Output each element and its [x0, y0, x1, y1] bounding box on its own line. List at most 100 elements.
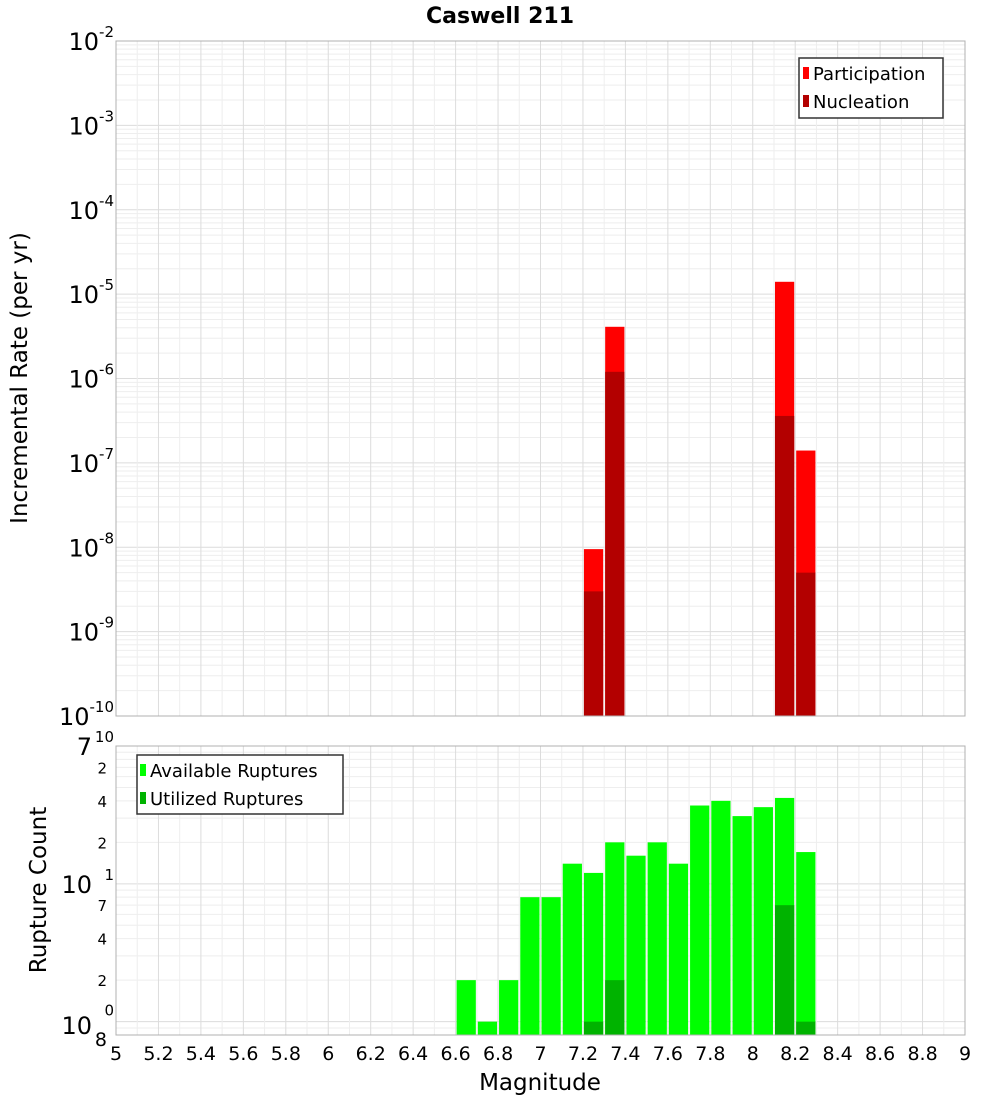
bottom-y-tick-labels: 100824710124710274 [61, 728, 114, 1051]
bottom-y-tick-base: 7 [77, 733, 92, 761]
utilized-ruptures-bar [796, 1021, 816, 1035]
top-y-axis-label: Incremental Rate (per yr) [7, 232, 33, 524]
available-ruptures-bar [520, 897, 540, 1035]
top-y-tick-label: 10-2 [68, 23, 114, 56]
top-y-tick-exponent: -8 [99, 529, 114, 547]
top-y-tick-label: 10-7 [68, 445, 114, 478]
top-y-tick-label: 10-5 [68, 276, 114, 309]
top-y-tick-exponent: -4 [99, 192, 114, 210]
available-ruptures-bar [499, 980, 519, 1035]
x-tick-label: 8.2 [780, 1043, 810, 1065]
available-ruptures-bar [477, 1021, 498, 1035]
top-y-tick-label: 10-4 [68, 192, 114, 225]
nucleation-bar [796, 572, 816, 716]
available-ruptures-bar [668, 863, 689, 1035]
x-tick-labels: 5 5.2 5.4 5.6 5.8 6 6.2 6.4 6.6 6.8 7 7.2 7.4 7.6 7.8 8… [110, 1043, 971, 1065]
available-ruptures-bar [690, 805, 710, 1035]
bottom-y-tick-label: 4 [97, 931, 107, 949]
x-tick-label: 7 [534, 1043, 546, 1065]
x-tick-label: 9 [959, 1043, 971, 1065]
top-y-tick-label: 10-3 [68, 107, 114, 140]
x-tick-label: 6.2 [356, 1043, 386, 1065]
legend-swatch-utilized-ruptures [140, 792, 146, 804]
x-tick-label: 5.8 [271, 1043, 301, 1065]
legend-label-participation: Participation [813, 64, 925, 85]
available-ruptures-bar [753, 807, 773, 1035]
nucleation-bar [605, 371, 625, 716]
bottom-y-tick-label: 2 [97, 972, 107, 990]
top-y-tick-base: 10 [68, 534, 99, 562]
available-ruptures-bar [541, 897, 561, 1035]
x-tick-label: 6 [322, 1043, 334, 1065]
nucleation-bar [774, 415, 795, 716]
top-y-tick-base: 10 [59, 703, 90, 731]
bottom-plot: 100824710124710274 55.25.45.65.866.26.46… [26, 728, 971, 1096]
bottom-y-tick-label: 2 [97, 834, 107, 852]
legend-swatch-nucleation [803, 95, 809, 107]
utilized-ruptures-bar [605, 980, 625, 1035]
x-tick-label: 7.4 [610, 1043, 640, 1065]
bottom-y-tick-base: 10 [61, 1012, 92, 1040]
top-y-tick-exponent: -10 [90, 698, 115, 716]
top-plot-frame [115, 40, 966, 717]
top-y-tick-base: 10 [68, 619, 99, 647]
top-legend: Participation Nucleation [798, 57, 944, 119]
bottom-y-tick-exponent: 0 [104, 1002, 114, 1020]
top-y-tick-exponent: -6 [99, 361, 114, 379]
x-tick-label: 5.6 [228, 1043, 258, 1065]
top-y-tick-label: 10-10 [59, 698, 114, 731]
bottom-legend: Available Ruptures Utilized Ruptures [136, 754, 344, 815]
legend-swatch-participation [803, 67, 809, 79]
available-ruptures-bar [626, 855, 646, 1035]
top-y-tick-base: 10 [68, 450, 99, 478]
top-y-tick-base: 10 [68, 366, 99, 394]
legend-label-available-ruptures: Available Ruptures [150, 761, 318, 782]
x-tick-label: 5 [110, 1043, 122, 1065]
bottom-y-tick-label: 4 [97, 793, 107, 811]
bottom-plot-frame [115, 745, 966, 1036]
legend-label-utilized-ruptures: Utilized Ruptures [150, 789, 303, 810]
bottom-y-tick-exponent: 10 [95, 728, 114, 746]
bottom-y-tick-label: 2 [97, 759, 107, 777]
available-ruptures-bar [562, 863, 582, 1035]
available-ruptures-bar [732, 816, 752, 1035]
x-tick-label: 5.4 [186, 1043, 216, 1065]
top-y-tick-base: 10 [68, 281, 99, 309]
x-tick-label: 6.8 [483, 1043, 513, 1065]
bottom-y-axis-label: Rupture Count [26, 807, 52, 973]
x-tick-label: 7.6 [653, 1043, 683, 1065]
bottom-y-tick-label: 8 [95, 1029, 107, 1051]
top-y-tick-exponent: -9 [99, 614, 114, 632]
x-axis-label: Magnitude [479, 1070, 601, 1096]
top-y-tick-base: 10 [68, 197, 99, 225]
top-plot-grid [115, 41, 966, 717]
chart-title: Caswell 211 [426, 4, 574, 29]
available-ruptures-bar [583, 872, 604, 1035]
utilized-ruptures-bar [583, 1021, 604, 1035]
bottom-plot-bars [456, 797, 816, 1035]
bottom-legend-box [136, 754, 344, 815]
legend-swatch-available-ruptures [140, 764, 146, 776]
x-tick-label: 6.6 [440, 1043, 470, 1065]
top-y-tick-base: 10 [68, 112, 99, 140]
x-tick-label: 8 [747, 1043, 759, 1065]
available-ruptures-bar [647, 842, 667, 1035]
top-y-tick-label: 10-8 [68, 529, 114, 562]
bottom-y-tick-exponent: 1 [104, 866, 114, 884]
available-ruptures-bar [796, 852, 816, 1035]
x-tick-label: 6.4 [398, 1043, 428, 1065]
bottom-y-tick-base: 10 [61, 871, 92, 899]
x-tick-label: 8.8 [907, 1043, 937, 1065]
top-legend-box [798, 57, 944, 119]
legend-label-nucleation: Nucleation [813, 92, 909, 113]
available-ruptures-bar [456, 980, 476, 1035]
x-tick-label: 5.2 [143, 1043, 173, 1065]
top-y-tick-exponent: -5 [99, 276, 114, 294]
nucleation-bar [583, 591, 604, 716]
top-y-tick-label: 10-9 [68, 614, 114, 647]
top-plot-bars [583, 281, 816, 716]
top-y-tick-exponent: -2 [99, 23, 114, 41]
